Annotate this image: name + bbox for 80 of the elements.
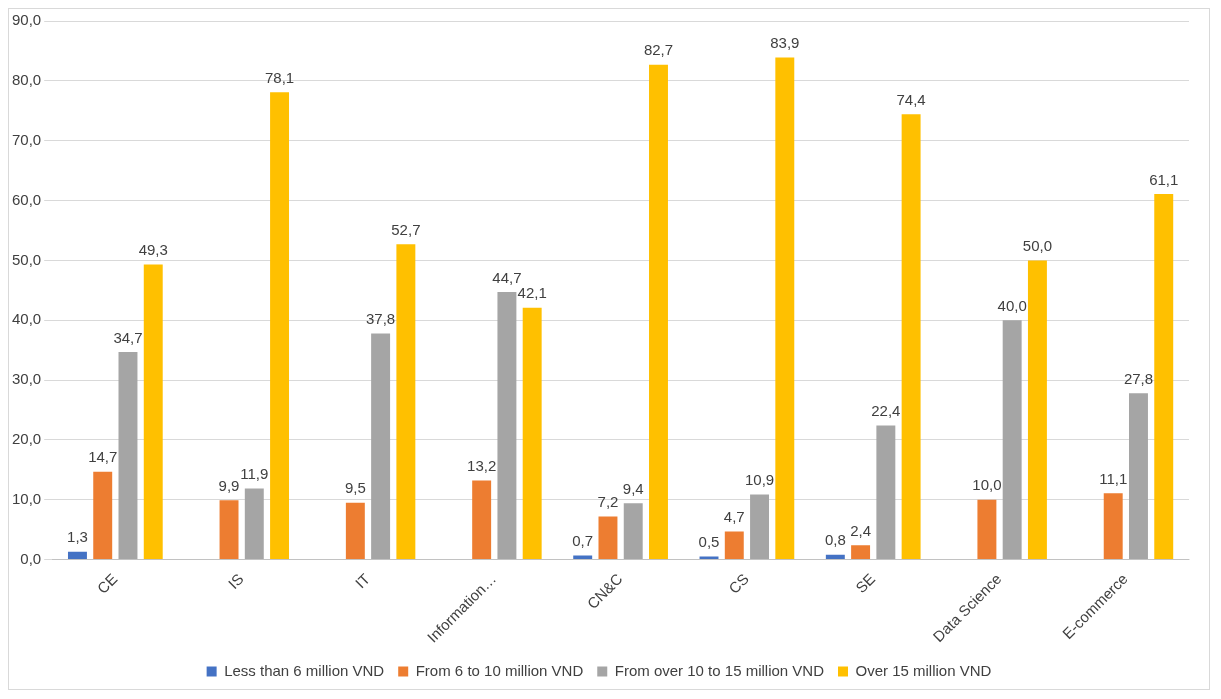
y-tick-label: 80,0 <box>11 70 42 88</box>
bar <box>219 500 239 560</box>
legend-label: From over 10 to 15 million VND <box>614 661 825 679</box>
bar <box>93 471 113 560</box>
data-label: 11,1 <box>1099 469 1128 487</box>
bar <box>270 92 290 560</box>
y-tick-label: 0,0 <box>20 549 42 567</box>
data-label: 82,7 <box>643 41 674 59</box>
bar <box>118 351 138 560</box>
data-label: 78,1 <box>264 68 295 86</box>
bar <box>472 480 492 560</box>
y-tick-label: 30,0 <box>11 370 42 388</box>
y-tick-label: 70,0 <box>11 130 42 148</box>
y-tick-label: 90,0 <box>11 11 42 29</box>
bar <box>623 503 643 560</box>
data-label: 74,4 <box>896 91 926 108</box>
bar <box>750 494 770 560</box>
bar <box>901 114 921 560</box>
data-label: 9,9 <box>218 477 240 494</box>
data-label: 50,0 <box>1022 237 1053 255</box>
bar <box>649 64 668 560</box>
legend-label: From 6 to 10 million VND <box>415 661 584 679</box>
bar <box>1129 393 1148 560</box>
data-label: 0,5 <box>698 533 720 551</box>
bar <box>345 502 365 560</box>
data-label: 10,0 <box>972 476 1002 494</box>
bar <box>1027 260 1047 560</box>
data-label: 52,7 <box>391 220 421 238</box>
data-label: 83,9 <box>770 34 800 52</box>
legend-label: Less than 6 million VND <box>224 661 385 679</box>
data-label: 27,8 <box>1123 369 1154 387</box>
bar <box>573 555 593 560</box>
bar <box>497 292 517 560</box>
y-tick-label: 40,0 <box>11 310 42 328</box>
y-tick-label: 60,0 <box>11 190 42 208</box>
bar <box>825 554 845 560</box>
legend-label: Over 15 million VND <box>855 661 992 679</box>
bar <box>244 488 264 560</box>
bar <box>1002 320 1022 560</box>
data-label: 13,2 <box>467 457 497 475</box>
y-tick-label: 50,0 <box>11 250 42 268</box>
data-label: 37,8 <box>366 310 396 328</box>
data-label: 44,7 <box>492 268 522 286</box>
bar <box>1103 493 1123 560</box>
bar <box>598 516 618 560</box>
bar <box>396 244 416 560</box>
bar <box>1154 193 1174 560</box>
y-tick-label: 20,0 <box>11 430 42 448</box>
data-label: 34,7 <box>113 328 143 346</box>
data-label: 42,1 <box>517 284 547 302</box>
data-label: 1,3 <box>67 528 88 546</box>
bar <box>876 425 896 560</box>
bar <box>724 531 744 560</box>
bar <box>371 333 391 560</box>
bar <box>522 307 542 560</box>
data-label: 0,7 <box>572 532 594 550</box>
x-tick-label: CE <box>93 570 121 597</box>
bar <box>851 545 871 560</box>
data-label: 40,0 <box>997 296 1027 314</box>
data-label: 61,1 <box>1149 170 1179 188</box>
data-label: 0,8 <box>824 531 846 549</box>
bar <box>143 264 163 560</box>
data-label: 9,5 <box>344 479 366 497</box>
x-tick-label: SE <box>852 570 879 597</box>
data-label: 14,7 <box>88 448 118 466</box>
data-label: 4,7 <box>723 508 745 526</box>
data-label: 22,4 <box>871 402 901 420</box>
data-label: 2,4 <box>850 521 872 539</box>
bar <box>977 499 997 560</box>
data-label: 9,4 <box>622 479 644 497</box>
x-tick-label: IS <box>224 570 247 593</box>
data-label: 10,9 <box>744 471 775 489</box>
data-label: 7,2 <box>597 493 619 511</box>
y-tick-label: 10,0 <box>11 489 42 507</box>
x-tick-label: IT <box>351 570 374 592</box>
bar <box>775 57 795 560</box>
bar <box>67 551 87 560</box>
data-label: 49,3 <box>138 241 168 259</box>
x-tick-label: CS <box>725 570 752 597</box>
data-label: 11,9 <box>240 465 269 483</box>
